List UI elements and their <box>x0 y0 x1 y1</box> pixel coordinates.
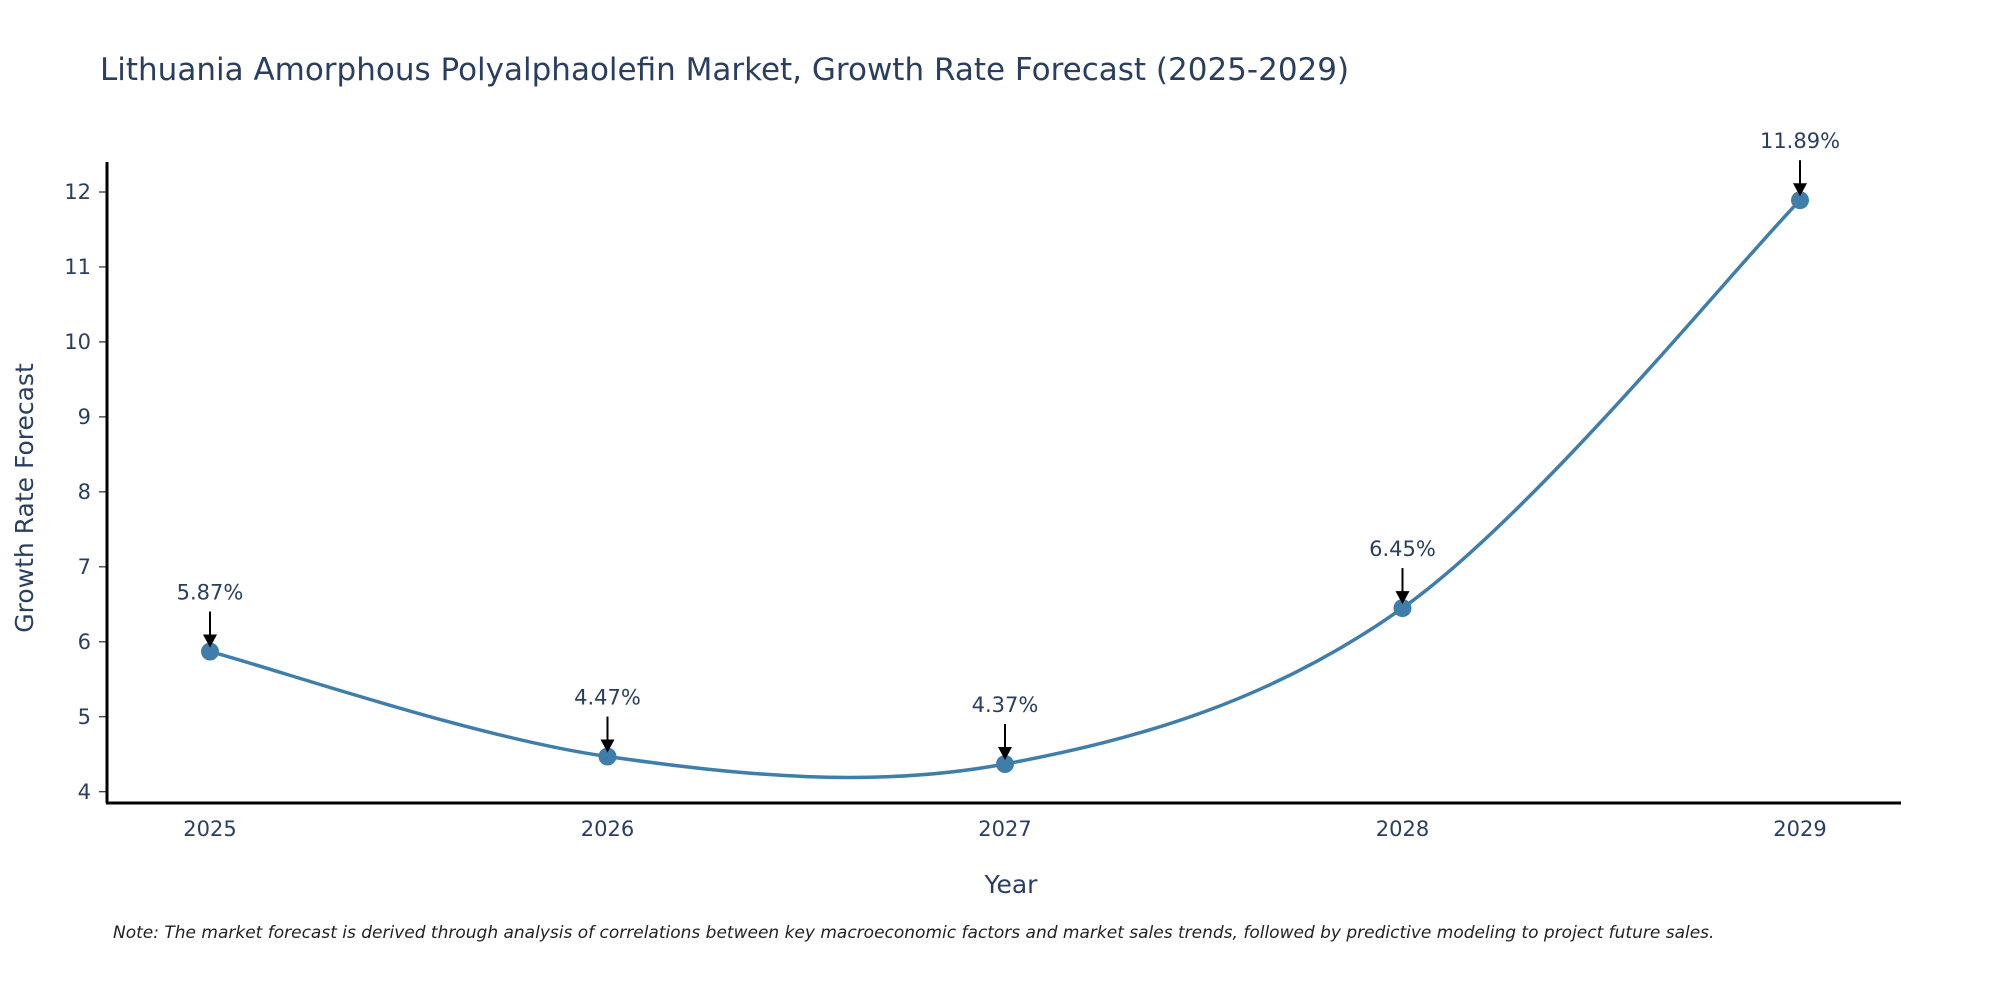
data-label: 5.87% <box>177 581 244 605</box>
y-tick-label: 7 <box>78 555 91 579</box>
annotation-arrowhead <box>600 739 615 753</box>
data-point <box>201 642 219 661</box>
annotation-arrowhead <box>203 634 217 648</box>
x-tick-label: 2028 <box>1376 817 1429 841</box>
x-tick-label: 2029 <box>1773 817 1826 841</box>
data-label: 4.47% <box>574 686 641 710</box>
annotation-arrowhead <box>998 747 1012 761</box>
data-point <box>996 755 1014 774</box>
annotation-arrowhead <box>1793 183 1807 197</box>
x-axis-title: Year <box>984 870 1039 899</box>
y-tick-label: 11 <box>64 255 91 279</box>
x-tick-label: 2026 <box>581 817 634 841</box>
y-tick-label: 4 <box>78 780 91 804</box>
series-line <box>208 198 1802 780</box>
y-axis-title: Growth Rate Forecast <box>10 363 39 633</box>
data-annotations: 5.87% 4.47% 4.37% 6.45% 11.89% <box>177 129 1840 761</box>
y-tick-label: 9 <box>78 405 91 429</box>
x-axis: 2025 2026 2027 2028 2029 <box>183 817 1826 841</box>
data-point <box>598 747 617 766</box>
data-label: 4.37% <box>972 693 1039 717</box>
annotation-arrowhead <box>1395 591 1410 605</box>
data-label: 6.45% <box>1369 537 1436 561</box>
y-axis: 4 5 6 7 8 9 10 11 12 <box>64 180 107 804</box>
footnote: Note: The market forecast is derived thr… <box>113 923 1714 943</box>
chart-title: Lithuania Amorphous Polyalphaolefin Mark… <box>100 52 1349 88</box>
data-label: 11.89% <box>1760 129 1840 153</box>
y-tick-label: 10 <box>64 330 91 354</box>
series-growth-rate <box>201 191 1809 780</box>
data-point <box>1393 599 1412 618</box>
y-tick-label: 8 <box>78 480 91 504</box>
y-tick-label: 6 <box>78 630 91 654</box>
y-tick-label: 12 <box>64 180 91 204</box>
data-point <box>1791 191 1809 210</box>
y-tick-label: 5 <box>78 705 91 729</box>
x-tick-label: 2027 <box>978 817 1031 841</box>
x-tick-label: 2025 <box>183 817 236 841</box>
